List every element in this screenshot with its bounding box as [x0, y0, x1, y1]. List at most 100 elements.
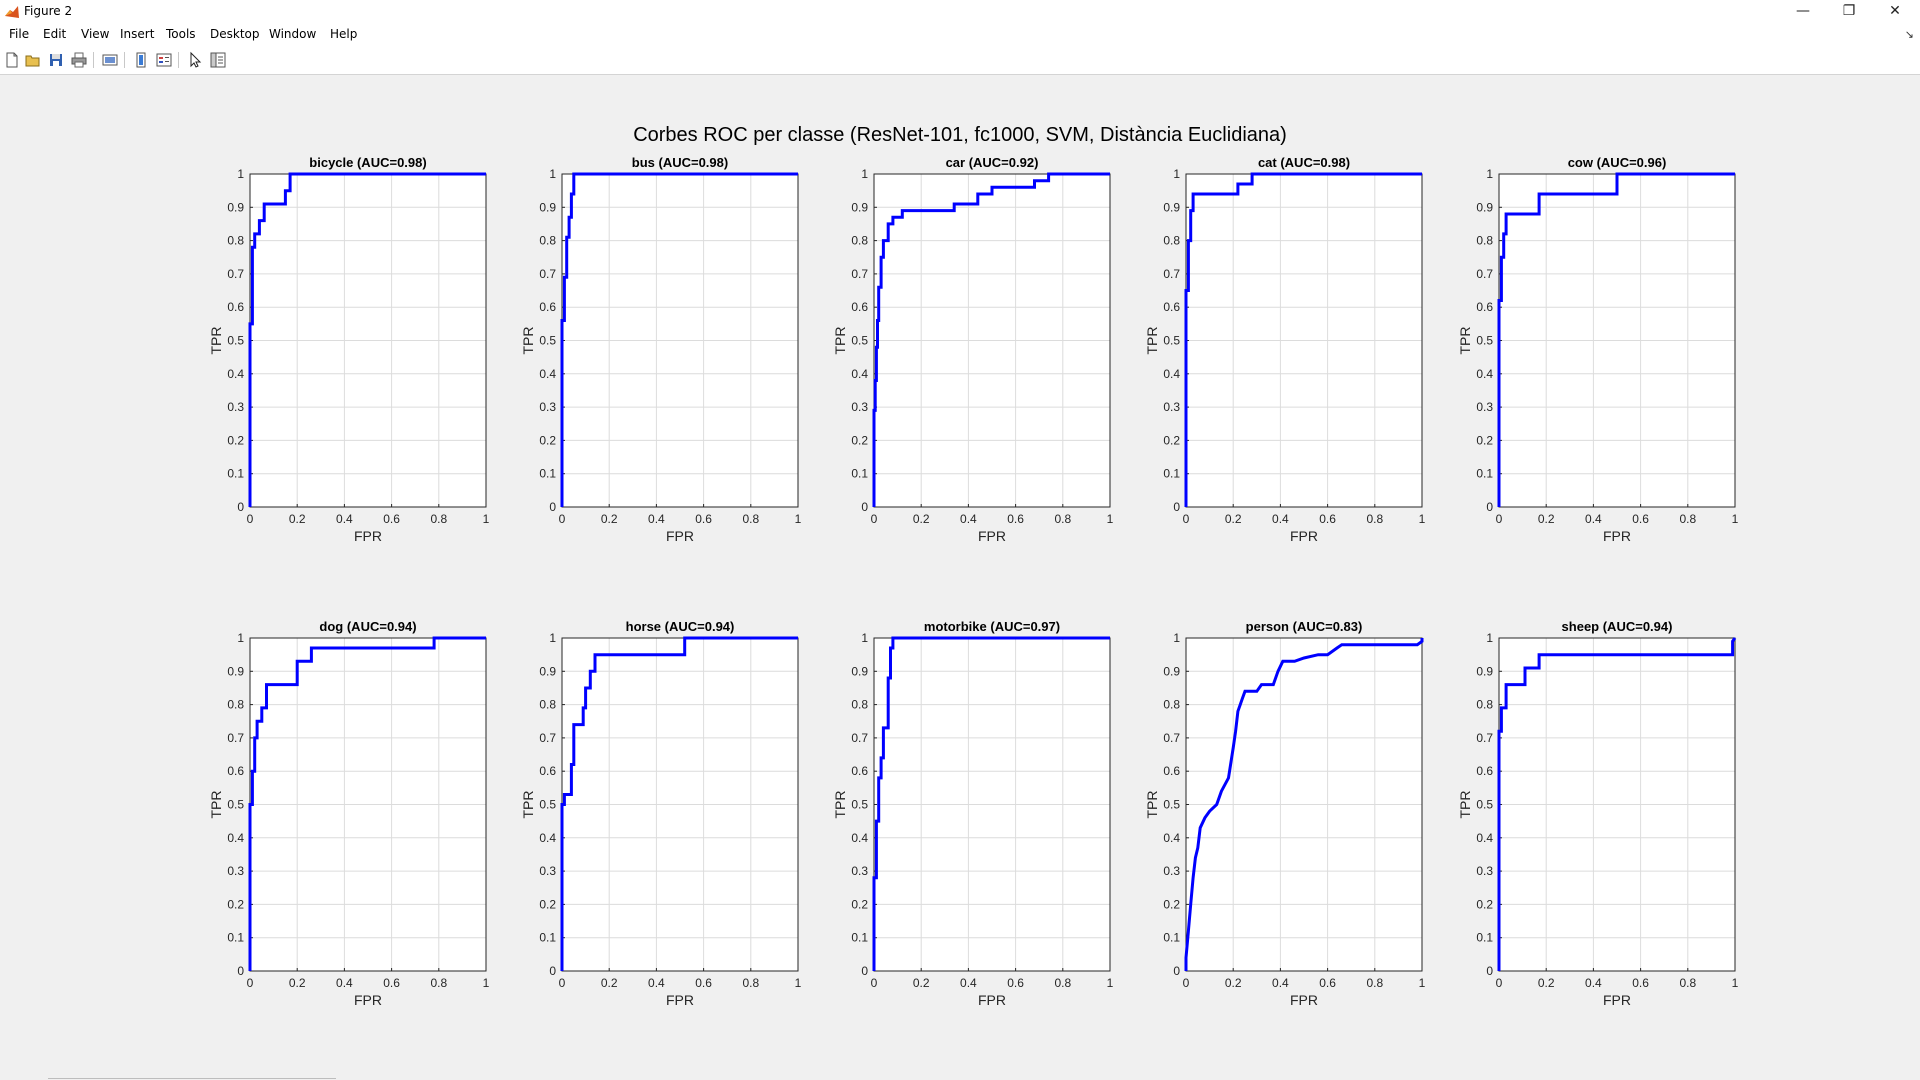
menu-insert[interactable]: Insert [120, 27, 155, 41]
x-tick-label: 0.8 [1366, 976, 1383, 990]
menu-view[interactable]: View [81, 27, 110, 41]
y-tick-label: 0.8 [539, 698, 556, 712]
y-tick-label: 0.9 [851, 664, 868, 678]
y-tick-label: 0.1 [227, 467, 244, 481]
y-tick-label: 0.1 [851, 931, 868, 945]
minimize-button[interactable]: — [1796, 3, 1810, 19]
roc-curve [872, 172, 1110, 507]
roc-curve [1497, 637, 1737, 971]
y-tick-label: 1 [237, 631, 244, 645]
menu-tools[interactable]: Tools [166, 27, 196, 41]
menu-desktop[interactable]: Desktop [210, 27, 260, 41]
y-axis-label: TPR [520, 791, 536, 819]
y-tick-label: 0.4 [851, 831, 868, 845]
y-tick-label: 0.8 [851, 698, 868, 712]
x-axis-label: FPR [1603, 528, 1631, 544]
x-tick-label: 0.2 [913, 512, 930, 526]
x-tick-label: 0.6 [695, 976, 712, 990]
x-tick-label: 0 [871, 512, 878, 526]
x-tick-label: 1 [1419, 976, 1426, 990]
y-axis-label: TPR [1144, 327, 1160, 355]
y-tick-label: 0.6 [227, 764, 244, 778]
x-axis-label: FPR [1603, 992, 1631, 1008]
x-tick-label: 0.4 [1585, 976, 1602, 990]
x-tick-label: 0.2 [1225, 512, 1242, 526]
edit-plot-icon[interactable] [186, 51, 204, 69]
y-tick-label: 0 [549, 500, 556, 514]
y-tick-label: 1 [549, 631, 556, 645]
y-tick-label: 0.7 [851, 267, 868, 281]
y-axis-label: TPR [1144, 791, 1160, 819]
figure-title: Corbes ROC per classe (ResNet-101, fc100… [633, 124, 1287, 146]
legend-icon[interactable] [155, 51, 173, 69]
toolbar-separator [93, 52, 94, 68]
y-tick-label: 0.6 [1476, 764, 1493, 778]
y-tick-label: 0.8 [227, 698, 244, 712]
y-tick-label: 0.1 [851, 467, 868, 481]
y-tick-label: 0.3 [1476, 864, 1493, 878]
y-tick-label: 0.8 [539, 234, 556, 248]
menu-edit[interactable]: Edit [43, 27, 67, 41]
y-tick-label: 0.9 [1476, 664, 1493, 678]
x-tick-label: 0.2 [1538, 512, 1555, 526]
x-tick-label: 0.8 [1054, 976, 1071, 990]
x-tick-label: 0.6 [1632, 976, 1649, 990]
y-tick-label: 0.2 [1476, 433, 1493, 447]
y-tick-label: 1 [861, 631, 868, 645]
y-tick-label: 0.5 [1476, 334, 1493, 348]
x-tick-label: 0 [559, 976, 566, 990]
link-plot-icon[interactable] [101, 51, 119, 69]
menu-file[interactable]: File [9, 27, 30, 41]
y-tick-label: 0.6 [851, 300, 868, 314]
x-axis-label: FPR [666, 992, 694, 1008]
x-tick-label: 0.6 [1007, 512, 1024, 526]
print-icon[interactable] [70, 51, 88, 69]
y-tick-label: 0.5 [851, 798, 868, 812]
y-tick-label: 1 [1486, 631, 1493, 645]
restore-button[interactable]: ❐ [1842, 3, 1856, 19]
y-tick-label: 0.7 [1163, 267, 1180, 281]
x-tick-label: 0.6 [1007, 976, 1024, 990]
y-tick-label: 0.2 [1163, 433, 1180, 447]
x-tick-label: 1 [1107, 512, 1114, 526]
y-tick-label: 0.9 [227, 664, 244, 678]
status-line [48, 1078, 336, 1079]
x-tick-label: 0.8 [430, 976, 447, 990]
subplot-title: person (AUC=0.83) [1246, 619, 1363, 634]
y-tick-label: 0 [1486, 964, 1493, 978]
property-inspector-icon[interactable] [209, 51, 227, 69]
x-tick-label: 0 [1496, 512, 1503, 526]
x-tick-label: 1 [1107, 976, 1114, 990]
y-tick-label: 0 [549, 964, 556, 978]
y-tick-label: 0.4 [539, 831, 556, 845]
y-tick-label: 0.7 [851, 731, 868, 745]
x-axis-label: FPR [978, 528, 1006, 544]
menu-help[interactable]: Help [330, 27, 358, 41]
roc-curve [560, 172, 798, 507]
y-axis-label: TPR [520, 327, 536, 355]
x-axis-label: FPR [666, 528, 694, 544]
x-tick-label: 0 [247, 512, 254, 526]
save-icon[interactable] [47, 51, 65, 69]
x-tick-label: 0.8 [1679, 512, 1696, 526]
menu-window[interactable]: Window [269, 27, 317, 41]
roc-curve [248, 172, 486, 507]
y-tick-label: 0.9 [1476, 200, 1493, 214]
y-tick-label: 0.8 [1163, 698, 1180, 712]
x-tick-label: 1 [1419, 512, 1426, 526]
colorbar-icon[interactable] [132, 51, 150, 69]
x-tick-label: 0.8 [742, 976, 759, 990]
y-tick-label: 0.5 [1476, 798, 1493, 812]
y-tick-label: 0.6 [539, 764, 556, 778]
y-tick-label: 0.7 [1163, 731, 1180, 745]
dock-arrow-icon[interactable]: ↘ [1904, 29, 1914, 41]
x-tick-label: 0.6 [383, 512, 400, 526]
toolbar-separator [178, 52, 179, 68]
new-figure-icon[interactable] [3, 51, 21, 69]
title-bar: Figure 2 — ❐ ✕ [0, 0, 1920, 24]
close-button[interactable]: ✕ [1889, 3, 1901, 19]
x-tick-label: 0.4 [1585, 512, 1602, 526]
y-tick-label: 0.3 [539, 400, 556, 414]
open-file-icon[interactable] [24, 51, 42, 69]
x-tick-label: 0.4 [1272, 976, 1289, 990]
